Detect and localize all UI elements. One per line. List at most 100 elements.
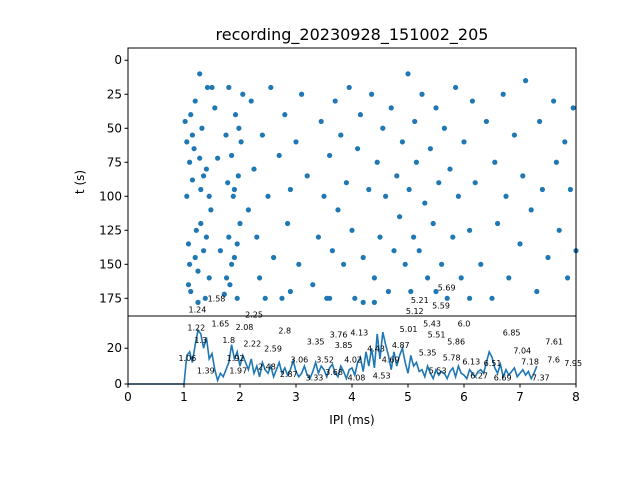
scatter-point [195,299,201,305]
scatter-point [562,139,568,145]
scatter-point [369,91,375,97]
scatter-point [182,118,188,125]
scatter-point [198,220,204,227]
scatter-point [223,275,230,281]
peak-label: 6.85 [503,329,521,338]
scatter-point [238,139,244,145]
scatter-point [405,71,411,77]
scatter-point [184,193,190,199]
peak-label: 7.04 [513,347,531,356]
scatter-point [232,112,239,118]
scatter-point [453,84,459,91]
x-tick-label: 7 [516,390,524,404]
scatter-point [223,132,229,138]
scatter-point [192,98,198,104]
scatter-point [335,207,341,213]
scatter-point [202,295,208,301]
scatter-point [467,227,473,233]
scatter-point [237,220,243,227]
scatter-point [416,248,422,254]
y-tick-label: 50 [107,121,122,135]
scatter-point [467,295,473,301]
peak-label: 3.33 [306,374,324,383]
scatter-point [413,159,419,165]
peak-label: 1.65 [211,320,229,329]
scatter-point [203,234,209,240]
scatter-point [511,132,517,138]
scatter-point [483,118,489,125]
peak-label: 5.78 [443,354,461,363]
scatter-point [545,254,551,261]
scatter-point [226,84,232,91]
scatter-point [195,268,201,274]
x-tick-label: 0 [124,390,132,404]
peak-label: 6.13 [462,357,480,366]
peak-label: 7.18 [521,357,539,366]
peak-label: 4.69 [382,356,400,365]
scatter-point [567,186,574,193]
scatter-point [539,186,546,193]
scatter-point [235,173,241,179]
scatter-point [394,173,400,179]
scatter-point [357,112,363,118]
scatter-point [427,146,433,152]
scatter-point [287,186,293,193]
scatter-point [517,241,523,247]
scatter-point [231,254,237,261]
scatter-point [450,234,456,240]
peak-label: 3.35 [307,338,325,347]
peak-label: 3.76 [330,330,348,339]
x-tick-label: 4 [348,390,356,404]
peak-label: 2.22 [243,339,261,348]
scatter-point [197,71,203,77]
peak-label: 4.13 [350,329,368,338]
y-tick-label: 125 [99,223,122,237]
scatter-point [349,227,355,233]
scatter-point [425,275,431,281]
scatter-point [346,84,352,91]
peak-label: 5.69 [438,284,456,293]
scatter-point [433,288,439,295]
peak-label: 5.21 [411,296,429,305]
scatter-point [469,98,475,104]
scatter-point [455,193,461,199]
y-tick-label: 20 [107,341,122,355]
y-tick-label: 25 [107,87,122,101]
peak-label: 1.92 [227,354,245,363]
scatter-point [203,166,209,172]
y-tick-label: 150 [99,257,122,271]
scatter-point [355,146,361,152]
scatter-point [189,177,195,183]
peak-label: 4.08 [348,374,366,383]
scatter-point [436,180,442,186]
scatter-point [444,295,450,301]
peak-label: 2.48 [258,363,276,372]
x-tick-label: 2 [236,390,244,404]
scatter-point [430,220,436,227]
y-tick-label: 0 [114,53,122,67]
scatter-point [447,166,453,172]
peak-label: 6.51 [484,359,502,368]
scatter-point [208,207,214,213]
scatter-point [371,299,377,305]
scatter-point [332,98,338,104]
peak-label: 2.8 [278,327,291,336]
scatter-point [385,288,391,295]
scatter-point [192,254,198,261]
scatter-point [229,152,235,159]
raster-axes: 0 25 50 75 100 125 150 175 [99,47,579,317]
scatter-point [188,112,194,118]
scatter-point [234,295,240,301]
peak-label: 3.06 [290,356,308,365]
peak-label: 6.0 [458,320,471,329]
scatter-point [185,241,192,247]
scatter-point [212,105,218,111]
scatter-point [257,275,263,281]
scatter-point [198,186,204,193]
scatter-point [187,261,193,267]
scatter-point [245,207,251,213]
x-tick-label: 8 [572,390,580,404]
peak-label: 2.59 [264,345,282,354]
peak-label: 4.43 [367,345,385,354]
